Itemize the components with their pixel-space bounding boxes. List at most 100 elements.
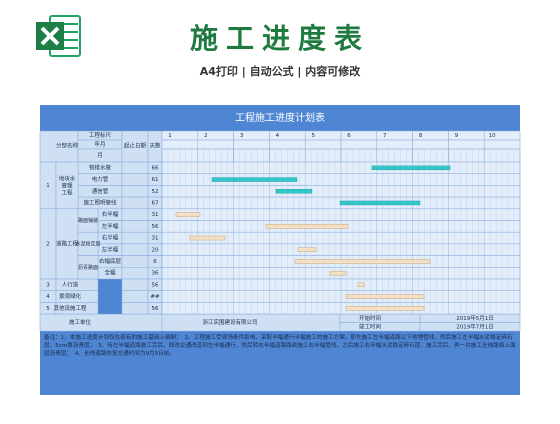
row-days: 56	[152, 306, 159, 312]
row-item: 右半幅	[102, 234, 119, 242]
footer-label: 施工单位	[69, 318, 92, 326]
footer-unit: 浙江实围建设有限公司	[202, 318, 257, 326]
footer-date: 2019年5月1日	[456, 314, 494, 322]
row-days: 31	[152, 236, 159, 242]
header-label: 天数	[149, 142, 161, 150]
gantt-bar	[294, 259, 431, 264]
table-cell	[121, 173, 149, 186]
table-cell	[412, 139, 449, 150]
table-cell	[77, 255, 99, 280]
header-label: 工程标尺	[89, 131, 112, 139]
table-cell	[121, 196, 149, 210]
row-days: 56	[152, 282, 159, 288]
table-cell	[121, 161, 149, 174]
row-item: 全幅	[104, 269, 116, 277]
header-label: 分部名称	[56, 142, 79, 150]
scale-label: 10	[489, 133, 496, 139]
group-name: 地块水管理工程	[59, 174, 76, 196]
subgroup-name: 路面铺装	[78, 217, 98, 224]
group-no: 5	[46, 306, 50, 312]
gantt-bar	[329, 270, 347, 276]
excel-icon	[36, 15, 81, 57]
row-item: 电力管	[92, 175, 109, 183]
sheet-title: 工程施工进度计划表	[235, 111, 325, 124]
notes-box: 备注：1、本施工进度计划仅在现有的施工基础上编制； 2、工程施工受现场条件影响，…	[44, 335, 516, 357]
subgroup-name: 水泥稳定层	[75, 240, 100, 247]
scale-label: 1	[168, 133, 172, 139]
table-cell	[121, 185, 149, 198]
table-cell	[121, 278, 149, 291]
table-cell	[121, 302, 149, 315]
header-label: 月	[97, 152, 103, 159]
group-name: 其他设施工程	[53, 304, 87, 312]
row-days: 6	[153, 259, 157, 265]
group-name: 道路工程	[56, 239, 79, 247]
table-cell	[121, 255, 149, 268]
gantt-bar	[175, 212, 201, 217]
header-label: 年月	[94, 140, 105, 148]
gantt-bar	[275, 189, 313, 194]
group-no: 4	[46, 294, 50, 300]
row-days: 67	[152, 200, 159, 206]
footer-label: 开始时间	[359, 314, 381, 322]
row-item: 施工照明管线	[83, 198, 117, 206]
header-label: 起止日期	[124, 142, 147, 150]
scale-label: 2	[204, 133, 208, 139]
page-title: 施工进度表	[190, 22, 370, 55]
scale-label: 8	[419, 133, 423, 139]
gantt-bar	[371, 165, 451, 171]
group-name: 人行道	[62, 280, 79, 288]
gantt-bar	[345, 294, 425, 299]
table-cell	[340, 139, 378, 150]
subgroup-name: 沥青路面	[78, 264, 98, 271]
table-cell	[448, 139, 485, 150]
gantt-bar	[297, 247, 317, 252]
gantt-bar	[345, 306, 425, 311]
row-days: 66	[152, 165, 159, 171]
scale-label: 3	[240, 133, 244, 139]
group-no: 1	[46, 183, 50, 189]
row-item: 物排水管	[89, 163, 112, 171]
table-cell	[161, 139, 199, 150]
row-item: 右幅底层	[99, 257, 122, 265]
row-days: ##	[150, 294, 160, 300]
scale-label: 5	[311, 133, 315, 139]
row-days: 61	[152, 177, 159, 183]
table-cell	[197, 139, 234, 150]
group-name: 景观绿化	[59, 292, 82, 300]
table-cell	[39, 130, 79, 163]
table-cell	[121, 243, 149, 256]
table-cell	[419, 322, 521, 332]
row-item: 左半幅	[102, 222, 119, 230]
table-cell	[304, 139, 342, 150]
scale-label: 6	[347, 133, 351, 139]
row-days: 36	[152, 271, 159, 277]
row-days: 56	[152, 224, 159, 230]
table-cell	[39, 313, 163, 332]
gantt-bar	[189, 235, 226, 241]
table-cell	[233, 139, 270, 150]
gantt-bar	[265, 224, 349, 229]
footer-label: 竣工时间	[359, 322, 381, 330]
row-item: 右半幅	[102, 210, 119, 218]
row-item: 左半幅	[102, 245, 119, 253]
group-no: 3	[46, 282, 50, 288]
row-days: 52	[152, 189, 159, 195]
table-cell	[121, 231, 149, 245]
row-item: 通信管	[92, 187, 109, 195]
row-days: 20	[152, 247, 159, 253]
table-cell	[121, 267, 149, 280]
table-cell	[269, 139, 306, 150]
gantt-bar	[357, 282, 365, 288]
table-cell	[121, 220, 149, 233]
table-cell	[483, 139, 521, 150]
notes: 备注：1、本施工进度计划仅在现有的施工基础上编制； 2、工程施工受现场条件影响，…	[44, 335, 516, 357]
page-subtitle: A4打印 | 自动公式 | 内容可修改	[200, 64, 362, 78]
table-cell	[376, 139, 413, 150]
row-days: 31	[152, 212, 159, 218]
gantt-bar	[211, 177, 298, 182]
footer-date: 2019年7月1日	[456, 322, 494, 330]
table-cell	[121, 130, 149, 163]
